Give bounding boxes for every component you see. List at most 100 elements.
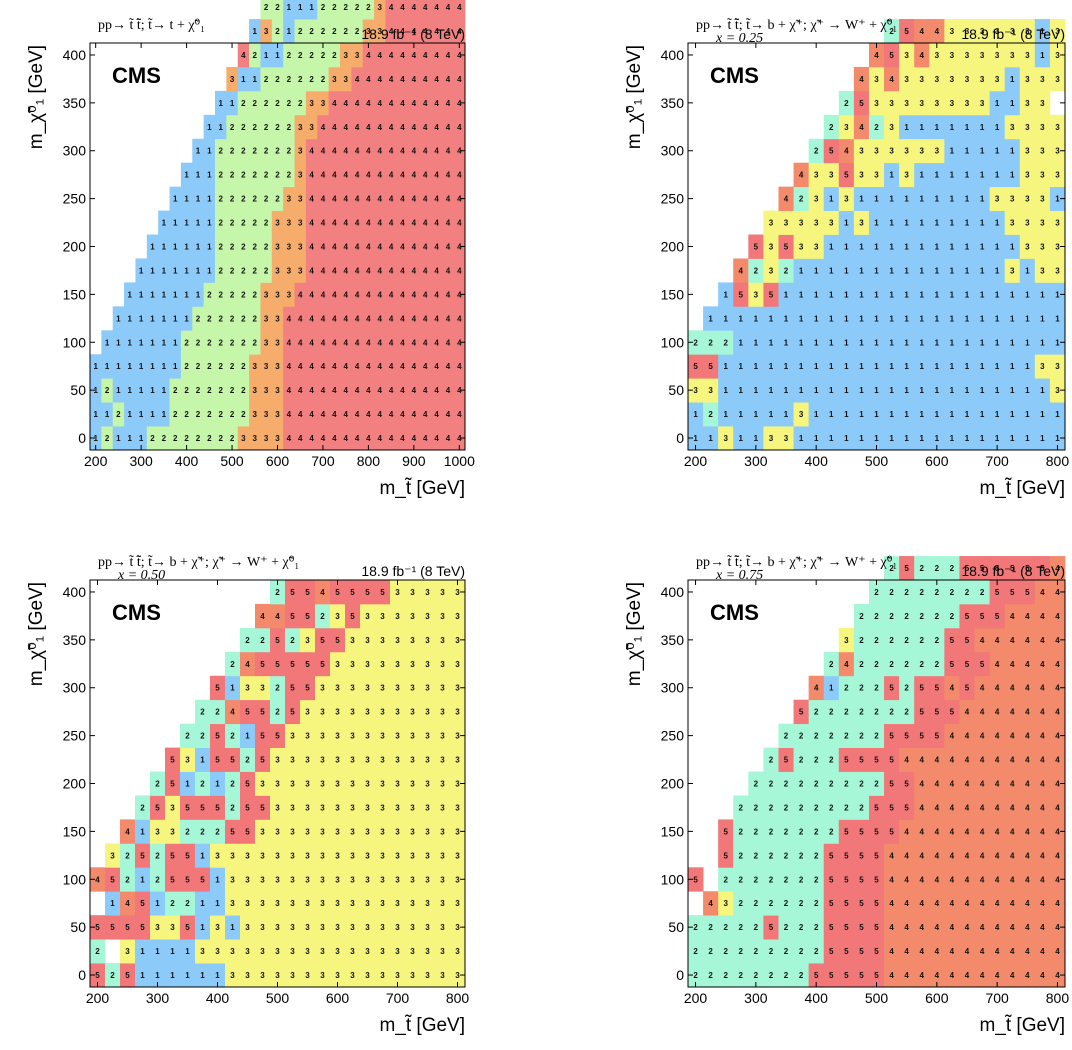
cell-label: 4 — [859, 75, 864, 84]
cell-label: 3 — [366, 27, 371, 36]
cell-label: 3 — [335, 971, 340, 980]
cell-label: 1 — [904, 338, 909, 347]
y-tick-label: 0 — [676, 430, 684, 446]
cell-label: 3 — [275, 314, 280, 323]
heatmap-cell — [420, 891, 436, 916]
cell-label: 4 — [950, 780, 955, 789]
heatmap-cell — [838, 210, 855, 235]
cell-label: 3 — [980, 75, 985, 84]
cell-label: 4 — [457, 3, 462, 12]
cell-label: 5 — [305, 660, 310, 669]
heatmap-cell — [453, 402, 466, 427]
cell-label: 1 — [829, 290, 834, 299]
heatmap-cell — [203, 186, 216, 211]
cell-label: 2 — [218, 434, 223, 443]
heatmap-cell — [225, 891, 241, 916]
heatmap-cell — [340, 186, 352, 211]
cell-label: 1 — [1055, 314, 1060, 323]
heatmap-cell — [283, 162, 295, 188]
cell-label: 4 — [1025, 947, 1030, 956]
heatmap-cell — [315, 915, 331, 940]
heatmap-cell — [135, 426, 148, 451]
cell-label: 3 — [275, 947, 280, 956]
heatmap-cell — [105, 963, 121, 988]
heatmap-cell — [328, 354, 341, 379]
cell-label: 3 — [380, 636, 385, 645]
cell-label: 2 — [241, 386, 246, 395]
heatmap-cell — [385, 426, 398, 451]
cell-label: 3 — [889, 147, 894, 156]
cell-label: 3 — [321, 99, 326, 108]
cell-label: 1 — [844, 266, 849, 275]
cell-label: 1 — [920, 362, 925, 371]
x-tick-label: 800 — [1046, 990, 1070, 1006]
cell-label: 1 — [200, 899, 205, 908]
cell-label: 3 — [305, 803, 310, 812]
heatmap-cell — [385, 330, 398, 355]
heatmap-cell — [929, 162, 945, 188]
cell-label: 3 — [1010, 195, 1015, 204]
cell-label: 2 — [844, 803, 849, 812]
cell-label: 3 — [1055, 219, 1060, 228]
cell-label: 2 — [207, 314, 212, 323]
heatmap-cell — [419, 0, 432, 20]
cell-label: 2 — [253, 195, 258, 204]
cell-label: 4 — [332, 338, 337, 347]
cell-label: 1 — [184, 195, 189, 204]
heatmap-cell — [192, 210, 205, 235]
cell-label: 2 — [207, 290, 212, 299]
heatmap-cell — [294, 43, 307, 68]
heatmap-cell — [180, 186, 193, 211]
cell-label: 1 — [128, 434, 133, 443]
heatmap-cell — [340, 90, 352, 116]
cell-label: 1 — [215, 971, 220, 980]
heatmap-cell — [210, 963, 226, 988]
heatmap-cell — [884, 114, 900, 140]
cell-label: 4 — [412, 147, 417, 156]
cell-label: 4 — [389, 171, 394, 180]
cell-label: 4 — [287, 434, 292, 443]
cell-label: 4 — [321, 386, 326, 395]
heatmap-cell — [260, 402, 273, 427]
cell-label: 3 — [245, 684, 250, 693]
cell-label: 4 — [378, 99, 383, 108]
heatmap-cell — [1004, 354, 1021, 379]
heatmap-cell — [305, 426, 318, 451]
cell-label: 1 — [920, 386, 925, 395]
cell-label: 4 — [1025, 660, 1030, 669]
cell-label: 1 — [155, 971, 160, 980]
cell-label: 1 — [950, 147, 955, 156]
cell-label: 2 — [723, 338, 728, 347]
heatmap-cell — [899, 258, 915, 283]
cell-label: 1 — [207, 195, 212, 204]
cell-label: 1 — [874, 219, 879, 228]
heatmap-cell — [105, 891, 121, 916]
cell-label: 2 — [874, 612, 879, 621]
lumi-label: 18.9 fb⁻¹ (8 TeV) — [961, 563, 1065, 579]
cell-label: 2 — [287, 99, 292, 108]
heatmap-cell — [112, 402, 125, 427]
cell-label: 3 — [275, 338, 280, 347]
heatmap-cell — [328, 66, 341, 92]
heatmap-cell — [453, 90, 466, 116]
heatmap-cell — [351, 402, 364, 427]
heatmap-cell — [442, 378, 455, 403]
cell-label: 2 — [739, 971, 744, 980]
heatmap-cell — [763, 426, 779, 451]
heatmap-cell — [226, 426, 239, 451]
heatmap-cell — [362, 378, 375, 403]
x-tick-label: 500 — [865, 453, 889, 469]
heatmap-cell — [390, 915, 406, 940]
cell-label: 2 — [859, 636, 864, 645]
cell-label: 1 — [128, 314, 133, 323]
cell-label: 3 — [1025, 123, 1030, 132]
cell-label: 3 — [253, 434, 258, 443]
heatmap-cell — [210, 891, 226, 916]
y-tick-label: 100 — [661, 334, 685, 350]
cell-label: 1 — [799, 362, 804, 371]
heatmap-cell — [1049, 330, 1066, 355]
cell-label: 5 — [290, 588, 295, 597]
cell-label: 3 — [380, 851, 385, 860]
heatmap-cell — [430, 330, 443, 355]
cell-label: 2 — [754, 851, 759, 860]
